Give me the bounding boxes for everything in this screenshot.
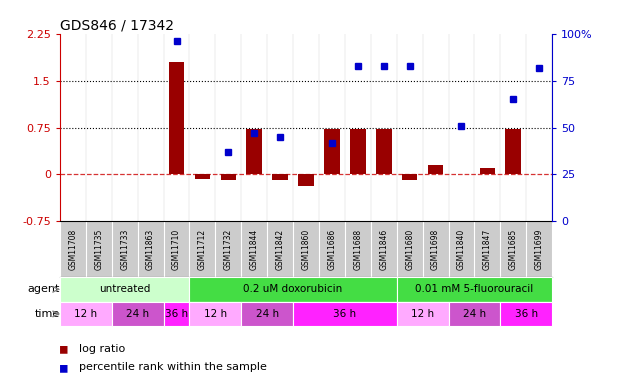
Bar <box>221 174 236 180</box>
Bar <box>371 221 397 277</box>
Text: 0.01 mM 5-fluorouracil: 0.01 mM 5-fluorouracil <box>415 284 534 294</box>
Bar <box>241 221 267 277</box>
Text: GSM11733: GSM11733 <box>121 228 129 270</box>
Bar <box>423 221 449 277</box>
Text: agent: agent <box>28 284 60 294</box>
Text: GSM11699: GSM11699 <box>534 228 544 270</box>
Text: GSM11863: GSM11863 <box>146 228 155 270</box>
Bar <box>526 221 552 277</box>
Bar <box>241 302 293 326</box>
Text: GSM11735: GSM11735 <box>94 228 103 270</box>
Bar <box>293 221 319 277</box>
Bar <box>273 174 288 180</box>
Text: untreated: untreated <box>99 284 150 294</box>
Text: 36 h: 36 h <box>333 309 357 319</box>
Bar <box>86 221 112 277</box>
Text: GSM11732: GSM11732 <box>224 228 233 270</box>
Bar <box>500 302 552 326</box>
Text: GSM11685: GSM11685 <box>509 228 518 270</box>
Bar <box>60 221 86 277</box>
Bar <box>163 302 189 326</box>
Bar <box>163 221 189 277</box>
Bar <box>402 174 418 180</box>
Bar <box>267 221 293 277</box>
Bar <box>449 302 500 326</box>
Text: GSM11710: GSM11710 <box>172 228 181 270</box>
Bar <box>189 277 397 302</box>
Text: 12 h: 12 h <box>204 309 227 319</box>
Text: 24 h: 24 h <box>126 309 149 319</box>
Bar <box>505 129 521 174</box>
Bar <box>298 174 314 186</box>
Bar <box>480 168 495 174</box>
Text: GSM11847: GSM11847 <box>483 228 492 270</box>
Bar <box>189 221 215 277</box>
Bar <box>397 277 552 302</box>
Bar <box>247 129 262 174</box>
Text: GSM11680: GSM11680 <box>405 228 414 270</box>
Bar <box>449 221 475 277</box>
Text: percentile rank within the sample: percentile rank within the sample <box>79 363 267 372</box>
Bar <box>60 277 189 302</box>
Bar <box>350 129 365 174</box>
Text: 24 h: 24 h <box>463 309 486 319</box>
Text: GSM11846: GSM11846 <box>379 228 388 270</box>
Bar <box>293 302 397 326</box>
Bar <box>428 165 444 174</box>
Bar <box>60 302 112 326</box>
Bar <box>168 62 184 174</box>
Text: GSM11860: GSM11860 <box>302 228 310 270</box>
Bar <box>324 129 339 174</box>
Text: 0.2 uM doxorubicin: 0.2 uM doxorubicin <box>244 284 343 294</box>
Bar <box>475 221 500 277</box>
Bar <box>215 221 241 277</box>
Bar <box>112 221 138 277</box>
Text: GSM11698: GSM11698 <box>431 228 440 270</box>
Text: ■: ■ <box>60 342 68 355</box>
Text: 12 h: 12 h <box>411 309 434 319</box>
Text: GSM11688: GSM11688 <box>353 229 362 270</box>
Bar <box>345 221 371 277</box>
Text: log ratio: log ratio <box>79 344 125 354</box>
Bar <box>397 221 423 277</box>
Text: 36 h: 36 h <box>515 309 538 319</box>
Bar <box>319 221 345 277</box>
Bar <box>397 302 449 326</box>
Text: GSM11844: GSM11844 <box>250 228 259 270</box>
Text: GSM11708: GSM11708 <box>68 228 78 270</box>
Text: 24 h: 24 h <box>256 309 279 319</box>
Bar <box>189 302 241 326</box>
Bar <box>500 221 526 277</box>
Text: GSM11686: GSM11686 <box>327 228 336 270</box>
Text: GDS846 / 17342: GDS846 / 17342 <box>60 19 174 33</box>
Bar <box>138 221 163 277</box>
Text: GSM11712: GSM11712 <box>198 229 207 270</box>
Bar <box>376 129 391 174</box>
Text: time: time <box>35 309 60 319</box>
Text: GSM11842: GSM11842 <box>276 229 285 270</box>
Text: GSM11840: GSM11840 <box>457 228 466 270</box>
Text: 36 h: 36 h <box>165 309 188 319</box>
Text: ■: ■ <box>60 361 68 374</box>
Bar <box>194 174 210 179</box>
Bar <box>112 302 163 326</box>
Text: 12 h: 12 h <box>74 309 97 319</box>
